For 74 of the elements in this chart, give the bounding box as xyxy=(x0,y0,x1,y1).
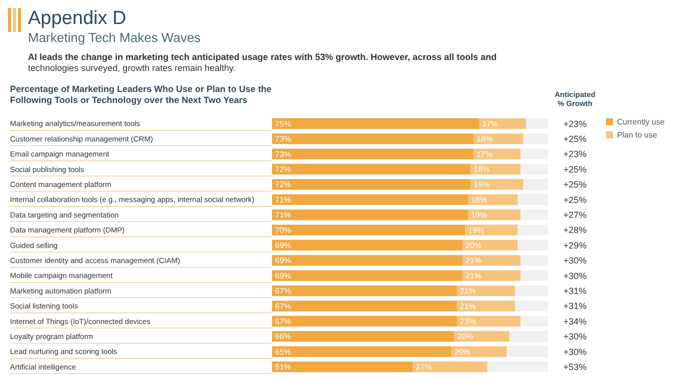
text: AI leads the change in marketing tech anticipated usage rates with 53% growth. However, across all tools and technologies surveyed, growth rates remain healthy. xyxy=(28,52,497,73)
data-label: 19% xyxy=(474,180,490,190)
bar xyxy=(272,361,413,372)
data-label: 21% xyxy=(460,286,476,296)
text: +23% xyxy=(563,118,587,129)
bar xyxy=(272,164,471,175)
data-label: 19% xyxy=(470,210,487,220)
text: +31% xyxy=(563,286,587,296)
data-label: 19% xyxy=(468,226,484,235)
text: +53% xyxy=(563,362,587,372)
data-label: 69% xyxy=(275,256,292,266)
text: +23% xyxy=(563,149,587,160)
bar xyxy=(272,285,457,296)
text: +31% xyxy=(563,301,587,312)
data-label: 65% xyxy=(275,347,292,356)
data-label: 72% xyxy=(275,180,292,190)
data-label: 69% xyxy=(275,241,292,250)
text: +25% xyxy=(563,134,587,144)
legend-label: Plan to use xyxy=(617,130,658,140)
data-label: 69% xyxy=(275,271,292,280)
bar xyxy=(272,148,474,160)
data-label: 51% xyxy=(275,362,292,372)
bar xyxy=(272,209,468,220)
bar xyxy=(272,300,457,312)
data-label: 18% xyxy=(470,195,487,204)
data-label: 71% xyxy=(275,210,292,220)
text: +25% xyxy=(563,180,587,190)
data-label: 71% xyxy=(275,195,292,204)
data-label: 73% xyxy=(275,150,292,159)
data-label: 21% xyxy=(460,302,476,311)
bar xyxy=(272,194,468,205)
bar xyxy=(272,240,462,251)
data-label: 72% xyxy=(275,165,292,174)
bar xyxy=(272,270,462,281)
data-label: 23% xyxy=(460,317,476,326)
data-label: 27% xyxy=(416,362,432,372)
data-label: 67% xyxy=(275,317,292,326)
data-label: 18% xyxy=(476,134,492,144)
data-label: 17% xyxy=(476,150,492,159)
text: +28% xyxy=(563,225,587,236)
bar xyxy=(272,133,474,144)
text: Appendix D xyxy=(28,8,126,29)
data-label: 66% xyxy=(275,332,292,342)
text: +29% xyxy=(563,240,587,250)
data-label: 20% xyxy=(457,332,474,342)
bar xyxy=(272,118,479,129)
data-label: 20% xyxy=(465,241,482,250)
data-label: 67% xyxy=(275,286,292,296)
text: +25% xyxy=(563,164,587,174)
data-label: 18% xyxy=(474,165,490,174)
text: +30% xyxy=(563,270,587,281)
bar xyxy=(272,224,466,236)
data-label: 21% xyxy=(465,271,482,280)
text: +30% xyxy=(563,256,587,266)
bar xyxy=(272,179,471,190)
text: +25% xyxy=(563,194,587,205)
data-label: 70% xyxy=(275,226,292,235)
data-label: 73% xyxy=(275,134,292,144)
text: +30% xyxy=(563,332,587,342)
bar xyxy=(272,346,452,357)
text: +34% xyxy=(563,316,587,326)
text: +27% xyxy=(563,210,587,220)
bar xyxy=(272,316,457,327)
bar xyxy=(272,331,454,342)
bar xyxy=(272,255,462,266)
legend-label: Currently use xyxy=(617,118,666,127)
text: +30% xyxy=(563,346,587,357)
data-label: 20% xyxy=(454,347,470,356)
data-label: 75% xyxy=(275,119,292,128)
text: Marketing Tech Makes Waves xyxy=(28,30,202,45)
data-label: 67% xyxy=(275,302,292,311)
data-label: 21% xyxy=(465,256,482,266)
data-label: 17% xyxy=(482,119,498,128)
text: Percentage of Marketing Leaders Who Use or Plan to Use the Following Tools or Technology over the Next Two Years xyxy=(10,84,272,105)
